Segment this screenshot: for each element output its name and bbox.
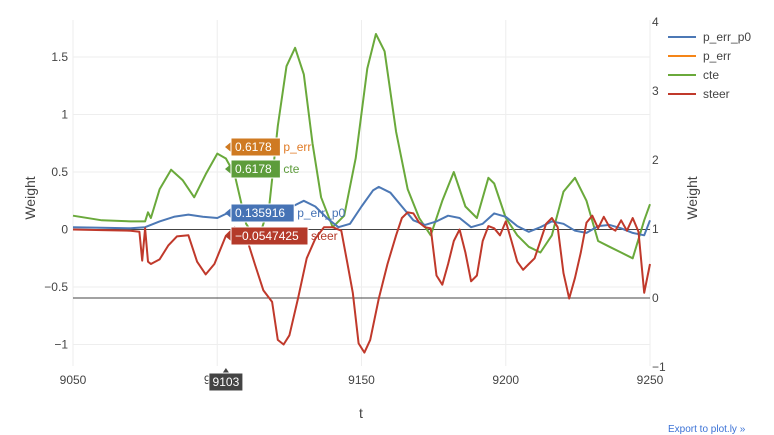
y-right-tick-label: 4 [652,15,659,29]
hover-series-name: p_err_p0 [297,206,345,220]
y-left-tick-label: 1 [61,108,68,122]
hover-pointer [225,208,231,218]
hover-series-name: steer [311,229,338,243]
hover-value: 0.6178 [235,140,272,154]
hover-labels: 0.6178 p_err 0.6178 cte 0.135916 p_err_p0 −0.0… [208,137,346,392]
y-left-tick-label: −1 [54,338,68,352]
y-right-tick-label: 2 [652,153,659,167]
y-axis-left: −1 −0.5 0 0.5 1 1.5 [44,50,68,352]
hover-box-cte [230,159,281,179]
y-axis-left-title: Weight [22,176,38,219]
x-tick-label: 9050 [60,373,87,387]
y-left-tick-label: −0.5 [44,280,68,294]
hover-x-box [208,372,244,392]
y-right-tick-label: 3 [652,84,659,98]
x-tick-label: 9250 [637,373,664,387]
y-left-tick-label: 0.5 [51,165,68,179]
y-right-tick-label: −1 [652,360,666,374]
hover-box-p-err-p0 [230,203,295,223]
series-group [72,33,651,354]
hover-value: 0.6178 [235,162,272,176]
x-axis-title: t [359,405,363,421]
x-tick-label: 9200 [492,373,519,387]
hover-series-name: cte [283,162,299,176]
y-axis-right-title: Weight [684,176,700,219]
legend-label: steer [703,87,730,101]
x-tick-label: 9150 [348,373,375,387]
series-line-steer [72,211,651,354]
y-right-tick-label: 1 [652,222,659,236]
hover-x-label: 9103 [213,375,240,389]
hover-value: −0.0547425 [235,229,299,243]
hover-box-p-err [230,137,281,157]
hover-pointer [225,142,231,152]
legend-label: p_err_p0 [703,30,751,44]
hover-pointer [225,231,231,241]
hover-pointer [225,164,231,174]
series-line-cte [72,33,651,260]
x-axis: 90509100915092009250 [60,373,664,387]
y-axis-right: −1 0 1 2 3 4 [652,15,666,374]
y-left-tick-label: 0 [61,223,68,237]
export-link[interactable]: Export to plot.ly » [668,424,746,435]
y-right-tick-label: 0 [652,291,659,305]
hover-value: 0.135916 [235,206,285,220]
hover-series-name: p_err [283,140,311,154]
series-line-p-err-p0 [72,185,651,237]
legend-label: cte [703,68,719,82]
hover-box-steer [230,226,309,246]
y-left-tick-label: 1.5 [51,50,68,64]
legend-label: p_err [703,49,731,63]
